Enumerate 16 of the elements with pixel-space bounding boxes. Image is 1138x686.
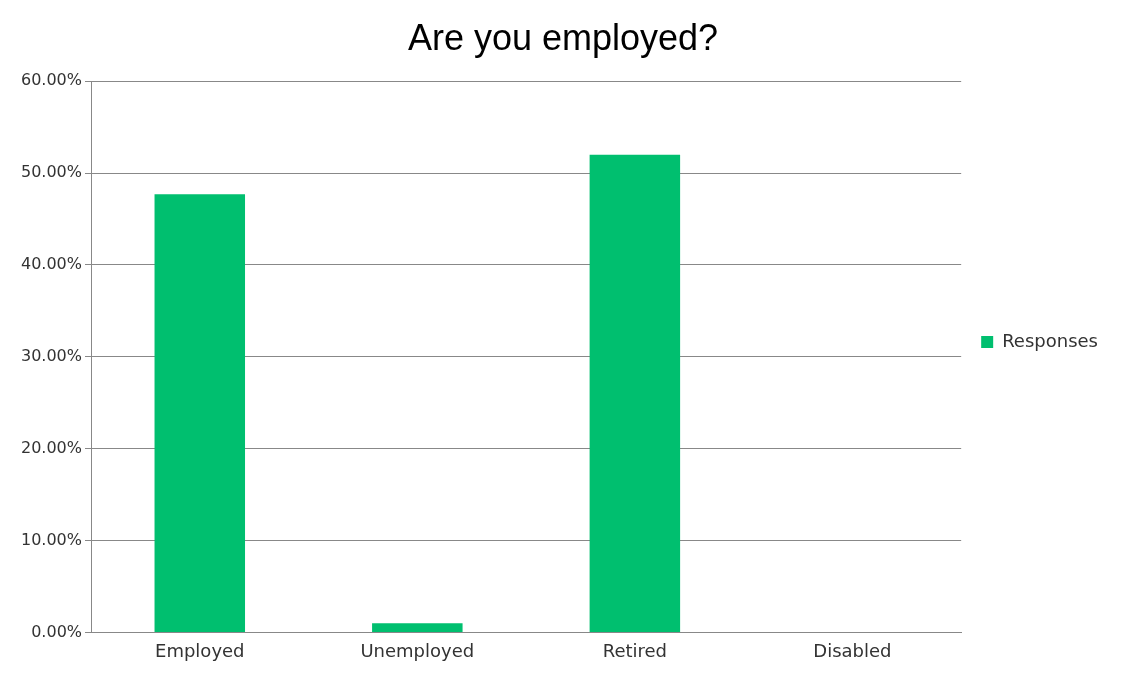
x-tick-label: Employed: [155, 639, 245, 661]
y-tick-label: 30.00%: [20, 345, 83, 365]
y-tick-label: 10.00%: [20, 529, 83, 549]
y-tick-label: 60.00%: [20, 70, 83, 90]
y-tick-label: 20.00%: [20, 437, 83, 457]
y-tick-label: 50.00%: [20, 162, 83, 182]
x-tick-label: Unemployed: [360, 639, 475, 661]
x-tick-label: Disabled: [813, 639, 892, 661]
x-tick-label: Retired: [602, 639, 668, 661]
bar: [589, 154, 681, 632]
bar: [372, 623, 463, 632]
legend-label: Responses: [1002, 329, 1098, 351]
bar: [154, 194, 246, 632]
chart-title: Are you employed?: [407, 16, 719, 58]
y-tick-label: 40.00%: [20, 254, 83, 274]
y-tick-label: 0.00%: [31, 621, 83, 641]
